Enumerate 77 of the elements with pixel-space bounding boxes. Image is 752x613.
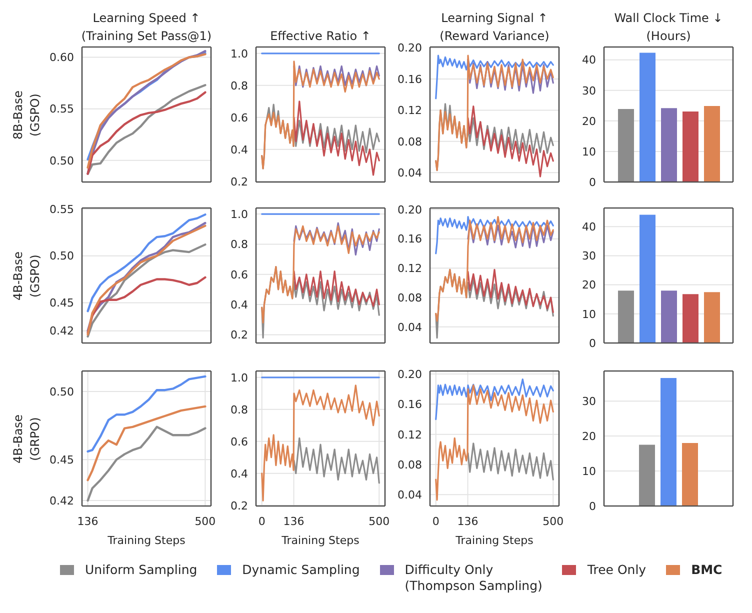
legend-label: Tree Only bbox=[587, 562, 646, 577]
y-tick-label: 0.4 bbox=[230, 143, 248, 156]
y-tick-label: 0.4 bbox=[230, 467, 248, 480]
y-axis-title: 4B-Base (GSPO) bbox=[11, 251, 42, 300]
y-tick-label: 0.2 bbox=[230, 499, 248, 512]
chart-title: Wall Clock Time ↓ (Hours) bbox=[614, 11, 723, 43]
y-tick-label: 0.12 bbox=[398, 262, 422, 276]
y-tick-label: 10 bbox=[582, 308, 596, 321]
y-tick-label: 0 bbox=[589, 336, 596, 350]
x-tick-label: 136 bbox=[283, 514, 304, 528]
y-tick-label: 0.8 bbox=[230, 79, 248, 92]
y-tick-label: 0.4 bbox=[230, 298, 248, 312]
x-axis-title: Training Steps bbox=[108, 534, 186, 547]
y-tick-label: 0 bbox=[589, 176, 596, 189]
y-tick-label: 0.2 bbox=[230, 328, 248, 342]
y-tick-label: 0.04 bbox=[398, 488, 422, 502]
x-tick-label: 136 bbox=[457, 514, 478, 528]
y-tick-label: 30 bbox=[582, 250, 596, 263]
y-tick-label: 0.16 bbox=[398, 232, 422, 246]
y-tick-label: 20 bbox=[582, 430, 596, 443]
y-tick-label: 0.04 bbox=[398, 166, 422, 180]
chart-title: Learning Signal ↑ (Reward Variance) bbox=[440, 11, 550, 43]
y-axis-title: 8B-Base (GSPO) bbox=[11, 90, 42, 139]
y-tick-label: 0.50 bbox=[50, 385, 74, 398]
x-tick-label: 500 bbox=[368, 514, 390, 528]
legend-label: Dynamic Sampling bbox=[242, 562, 360, 577]
y-tick-label: 0.45 bbox=[50, 454, 74, 467]
y-tick-label: 0.42 bbox=[50, 324, 74, 338]
y-tick-label: 0.12 bbox=[398, 104, 422, 118]
legend-label: Uniform Sampling bbox=[85, 562, 198, 577]
y-tick-label: 0.08 bbox=[398, 458, 422, 472]
y-tick-label: 0.45 bbox=[50, 296, 74, 310]
y-tick-label: 0.8 bbox=[230, 238, 248, 252]
y-tick-label: 1.0 bbox=[230, 208, 248, 221]
x-tick-label: 500 bbox=[542, 514, 564, 528]
x-axis-title: Training Steps bbox=[456, 534, 534, 547]
x-tick-label: 136 bbox=[77, 514, 98, 528]
y-tick-label: 0.50 bbox=[50, 154, 74, 168]
y-tick-label: 0.50 bbox=[50, 250, 74, 263]
y-tick-label: 0.55 bbox=[50, 202, 74, 216]
y-tick-label: 0.16 bbox=[398, 72, 422, 86]
y-tick-label: 0.8 bbox=[230, 403, 248, 416]
y-tick-label: 20 bbox=[582, 114, 596, 128]
x-tick-label: 0 bbox=[432, 514, 440, 528]
y-tick-label: 0.42 bbox=[50, 494, 74, 508]
y-tick-label: 0.20 bbox=[398, 368, 422, 381]
legend-label: Difficulty Only (Thompson Sampling) bbox=[404, 562, 542, 593]
y-tick-label: 0.08 bbox=[398, 291, 422, 304]
y-tick-label: 0.04 bbox=[398, 320, 422, 334]
y-tick-label: 1.0 bbox=[230, 47, 248, 60]
y-tick-label: 40 bbox=[582, 220, 596, 234]
y-tick-label: 0.20 bbox=[398, 203, 422, 216]
y-tick-label: 10 bbox=[582, 145, 596, 158]
y-tick-label: 20 bbox=[582, 278, 596, 292]
x-axis-title: Training Steps bbox=[282, 534, 360, 547]
y-tick-label: 0.12 bbox=[398, 428, 422, 442]
chart-title: Effective Ratio ↑ bbox=[270, 29, 371, 43]
y-tick-label: 0.55 bbox=[50, 102, 74, 116]
y-tick-label: 10 bbox=[582, 464, 596, 478]
y-tick-label: 0.60 bbox=[50, 51, 74, 64]
chart-title: Learning Speed ↑ (Training Set Pass@1) bbox=[81, 11, 212, 43]
y-tick-label: 0.6 bbox=[230, 111, 248, 124]
y-tick-label: 1.0 bbox=[230, 371, 248, 384]
y-tick-label: 0 bbox=[589, 500, 596, 513]
y-tick-label: 40 bbox=[582, 54, 596, 67]
y-tick-label: 0.20 bbox=[398, 42, 422, 55]
y-tick-label: 0.6 bbox=[230, 268, 248, 282]
legend-label: BMC bbox=[691, 562, 722, 577]
x-tick-label: 500 bbox=[194, 514, 216, 528]
y-tick-label: 0.6 bbox=[230, 435, 248, 448]
x-tick-label: 0 bbox=[258, 514, 266, 528]
y-tick-label: 0.08 bbox=[398, 135, 422, 148]
y-axis-title: 4B-Base (GRPO) bbox=[11, 414, 42, 463]
y-tick-label: 0.16 bbox=[398, 398, 422, 412]
y-tick-label: 30 bbox=[582, 84, 596, 98]
y-tick-label: 0.2 bbox=[230, 175, 248, 188]
y-tick-label: 30 bbox=[582, 394, 596, 408]
